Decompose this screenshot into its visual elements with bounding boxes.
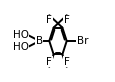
Text: HO: HO (13, 30, 28, 40)
Text: F: F (46, 15, 52, 25)
Text: F: F (63, 15, 69, 25)
Text: B: B (36, 36, 43, 46)
Text: Br: Br (76, 36, 87, 46)
Text: F: F (46, 57, 52, 67)
Text: HO: HO (13, 42, 28, 52)
Text: F: F (63, 57, 69, 67)
